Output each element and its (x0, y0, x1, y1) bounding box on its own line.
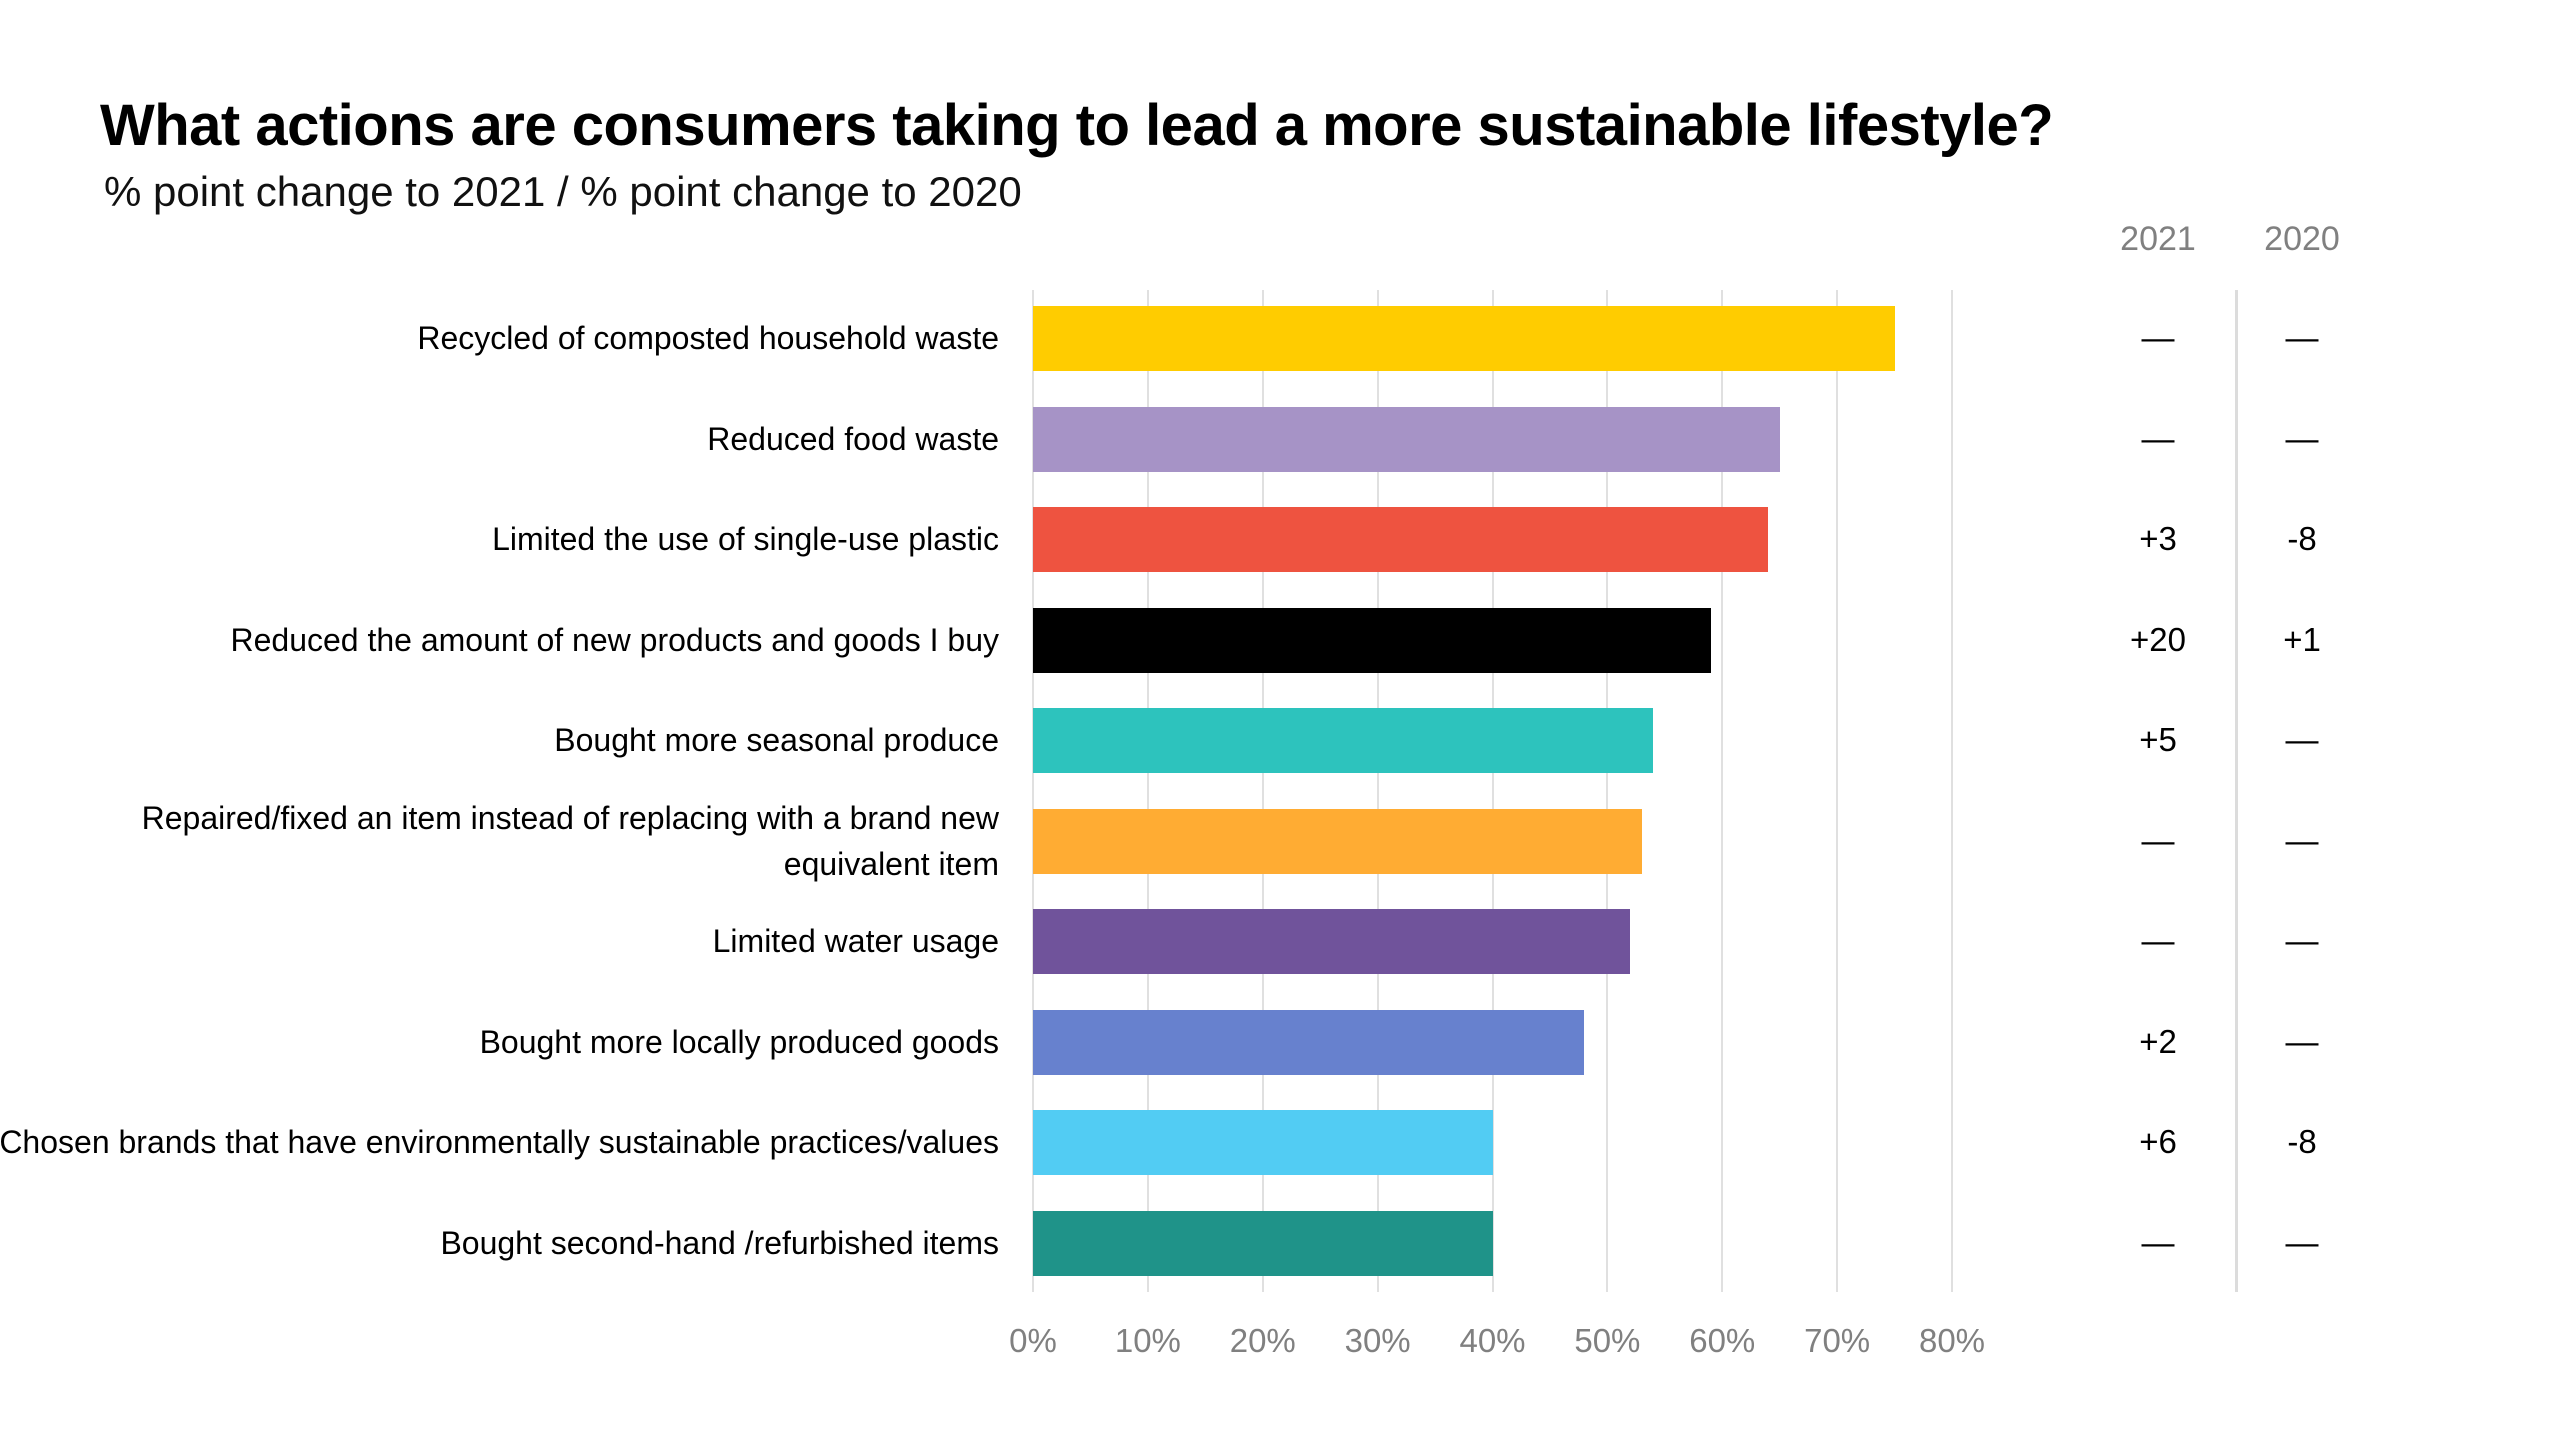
gridline (1491, 290, 1494, 1292)
change-2021: +2 (2139, 1022, 2177, 1060)
bar (1033, 808, 1642, 874)
change-2021: +20 (2130, 620, 2186, 658)
category-label: Repaired/fixed an item instead of replac… (141, 799, 999, 882)
column-header-2020: 2020 (2264, 220, 2340, 258)
gridline (1606, 290, 1609, 1292)
change-2021: — (2141, 419, 2175, 457)
change-2021: — (2141, 319, 2175, 356)
change-2021: +5 (2139, 721, 2177, 758)
x-tick-label: 30% (1344, 1322, 1411, 1359)
change-2020: — (2285, 1223, 2319, 1261)
change-2021: — (2141, 821, 2175, 859)
x-tick-label: 80% (1918, 1322, 1986, 1359)
bar (1033, 708, 1654, 773)
change-2020: — (2285, 1022, 2319, 1060)
bar (1033, 1009, 1585, 1075)
category-label: Reduced the amount of new products and g… (230, 621, 999, 658)
bar (1033, 507, 1769, 572)
bar (1033, 909, 1631, 974)
category-label: Bought more seasonal produce (554, 722, 999, 758)
category-label: Limited water usage (712, 923, 999, 959)
category-label: Limited the use of single-use plastic (492, 521, 999, 557)
bar (1033, 607, 1711, 673)
change-2020: — (2285, 419, 2319, 457)
change-2020: — (2285, 721, 2319, 758)
column-divider (2235, 290, 2238, 1292)
x-tick-label: 0% (1009, 1322, 1057, 1359)
category-label: Bought more locally produced goods (479, 1023, 999, 1060)
category-label: Bought second-hand /refurbished items (440, 1224, 999, 1261)
gridline (1721, 290, 1724, 1292)
change-2020: — (2285, 821, 2319, 859)
change-2020: -8 (2287, 520, 2317, 557)
change-2020: +1 (2283, 620, 2321, 658)
change-2021: — (2141, 1223, 2175, 1261)
change-2020: -8 (2287, 1123, 2317, 1160)
bar (1033, 306, 1895, 371)
x-tick-label: 50% (1574, 1322, 1641, 1359)
x-tick-label: 40% (1459, 1322, 1526, 1359)
gridline (1376, 290, 1379, 1292)
gridline (1261, 290, 1264, 1292)
gridline (1951, 290, 1953, 1292)
change-2020: — (2285, 319, 2319, 356)
gridline (1146, 290, 1149, 1292)
gridline (1836, 290, 1839, 1292)
x-tick-label: 10% (1114, 1322, 1181, 1359)
x-tick-label: 20% (1229, 1322, 1296, 1359)
x-tick-label: 70% (1804, 1322, 1871, 1359)
change-2020: — (2285, 922, 2319, 959)
change-2021: — (2141, 922, 2175, 959)
category-label: Recycled of composted household waste (417, 320, 999, 356)
category-label: Reduced food waste (707, 420, 999, 457)
bar (1033, 1210, 1493, 1276)
change-2021: +6 (2139, 1123, 2177, 1160)
x-tick-label: 60% (1689, 1322, 1756, 1359)
gridline (1032, 290, 1034, 1292)
bar (1033, 406, 1780, 472)
bar (1033, 1110, 1493, 1175)
chart-subtitle: % point change to 2021 / % point change … (104, 168, 1022, 215)
category-label: Chosen brands that have environmentally … (0, 1124, 999, 1160)
column-header-2021: 2021 (2120, 220, 2196, 258)
change-2021: +3 (2139, 520, 2177, 557)
chart-title: What actions are consumers taking to lea… (100, 93, 2054, 158)
